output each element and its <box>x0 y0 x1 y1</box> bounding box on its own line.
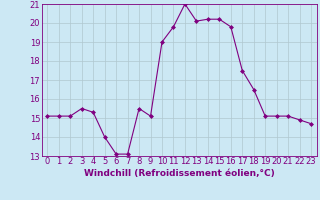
X-axis label: Windchill (Refroidissement éolien,°C): Windchill (Refroidissement éolien,°C) <box>84 169 275 178</box>
